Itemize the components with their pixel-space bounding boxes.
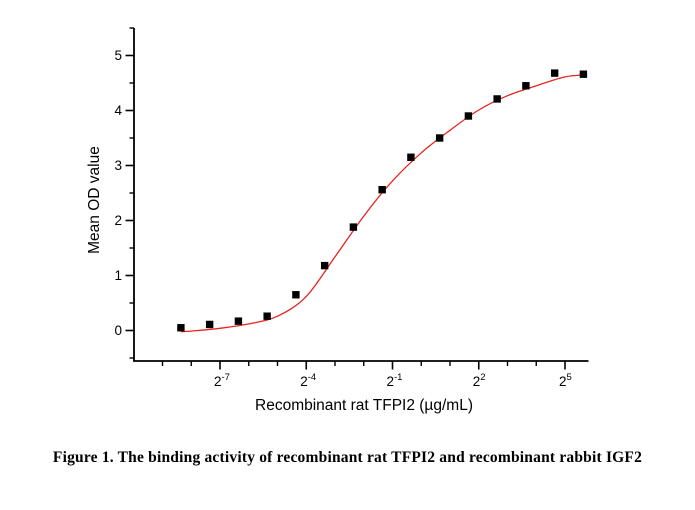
y-tick-label: 0: [114, 323, 122, 338]
data-point: [234, 317, 243, 325]
data-point: [579, 70, 588, 78]
x-tick-label: 2-4: [300, 372, 316, 389]
data-point: [205, 320, 214, 329]
data-point: [522, 82, 530, 90]
data-point: [320, 261, 329, 270]
x-axis-title: Recombinant rat TFPI2 (µg/mL): [255, 397, 473, 414]
data-point: [550, 69, 559, 77]
x-tick-label: 25: [559, 372, 572, 389]
y-tick-label: 1: [114, 268, 122, 283]
y-tick-label: 5: [114, 48, 122, 63]
data-point: [464, 112, 473, 120]
y-tick-label: 4: [114, 103, 122, 118]
y-tick-label: 3: [114, 158, 122, 173]
y-axis-title: Mean OD value: [86, 146, 103, 254]
data-point: [263, 312, 271, 320]
dose-response-plot: 0 1 2 3 4 5 2-7 2-4 2-1 22 25 Mean OD value Recomb…: [86, 27, 589, 414]
data-point: [378, 186, 386, 194]
data-point: [407, 153, 415, 161]
fit-curve: [180, 74, 588, 333]
x-tick-label: 22: [473, 372, 486, 389]
data-point: [349, 223, 358, 231]
data-point: [177, 324, 185, 332]
x-tick-label: 2-1: [387, 372, 403, 389]
figure-caption: Figure 1. The binding activity of recomb…: [52, 449, 643, 466]
x-tick-label: 2-7: [214, 372, 230, 389]
data-point: [292, 291, 300, 299]
binding-activity-chart: 0 1 2 3 4 5 2-7 2-4 2-1 22 25 Mean OD value Recomb…: [86, 27, 589, 414]
data-point: [493, 95, 501, 103]
y-tick-label: 2: [114, 213, 122, 228]
data-point: [435, 134, 444, 142]
